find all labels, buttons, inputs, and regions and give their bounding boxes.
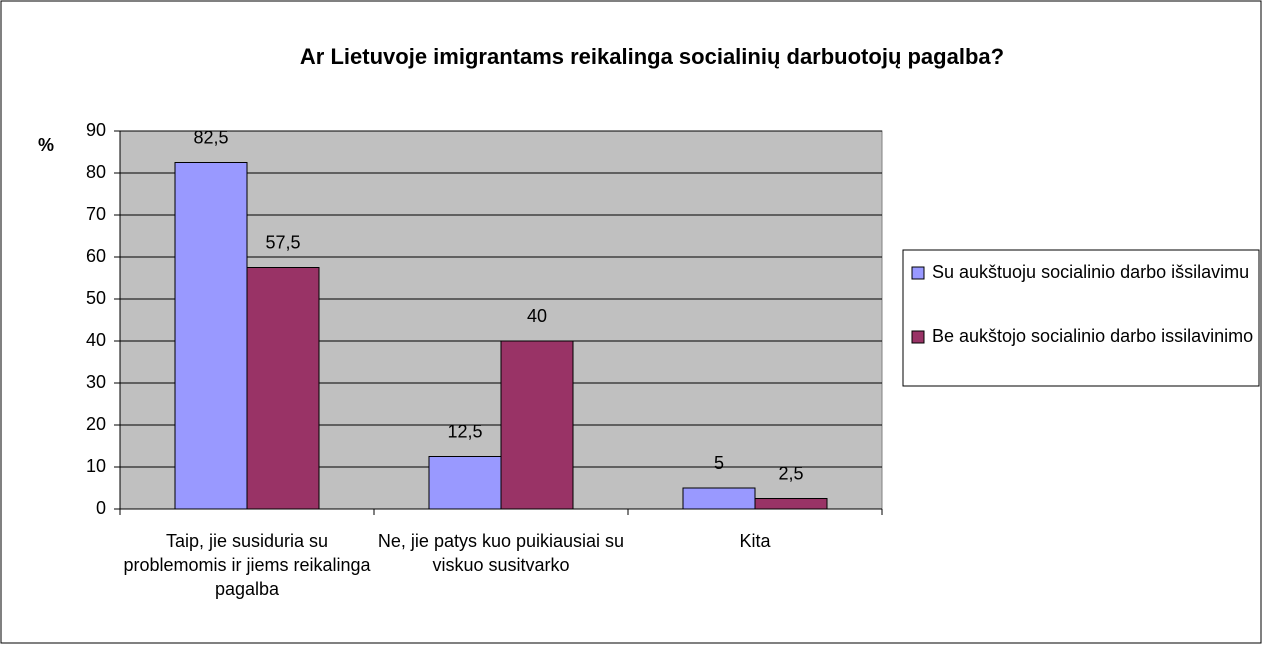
- y-tick-label: 20: [86, 414, 106, 434]
- bar: [500, 340, 574, 510]
- data-label: 57,5: [265, 232, 300, 252]
- legend-label: Be aukštojo socialinio darbo issilavinim…: [932, 326, 1254, 346]
- y-axis-label: %: [38, 135, 54, 155]
- legend-label: Su aukštuoju socialinio darbo išsilavimu: [932, 262, 1250, 282]
- chart-title: Ar Lietuvoje imigrantams reikalinga soci…: [300, 44, 1004, 69]
- y-tick-label: 80: [86, 162, 106, 182]
- y-tick-label: 10: [86, 456, 106, 476]
- data-label: 2,5: [778, 463, 803, 483]
- y-tick-label: 70: [86, 204, 106, 224]
- y-tick-label: 40: [86, 330, 106, 350]
- y-tick-label: 90: [86, 120, 106, 140]
- data-label: 5: [714, 453, 724, 473]
- legend-swatch: [911, 266, 925, 280]
- bar: [246, 267, 320, 510]
- y-tick-label: 30: [86, 372, 106, 392]
- legend-swatch: [911, 330, 925, 344]
- bar: [174, 162, 248, 510]
- y-tick-label: 60: [86, 246, 106, 266]
- y-tick-label: 50: [86, 288, 106, 308]
- bar: [682, 487, 756, 510]
- data-label: 12,5: [447, 421, 482, 441]
- legend-box: [902, 249, 1260, 387]
- y-tick-label: 0: [96, 498, 106, 518]
- bar: [754, 498, 828, 510]
- data-label: 82,5: [193, 127, 228, 147]
- x-tick-label: Ne, jie patys kuo puikiausiai su viskuo …: [377, 531, 625, 575]
- x-tick-label: Taip, jie susiduria su problemomis ir ji…: [123, 531, 371, 599]
- x-tick-label: Kita: [739, 531, 771, 551]
- data-label: 40: [527, 306, 547, 326]
- bar: [428, 456, 502, 510]
